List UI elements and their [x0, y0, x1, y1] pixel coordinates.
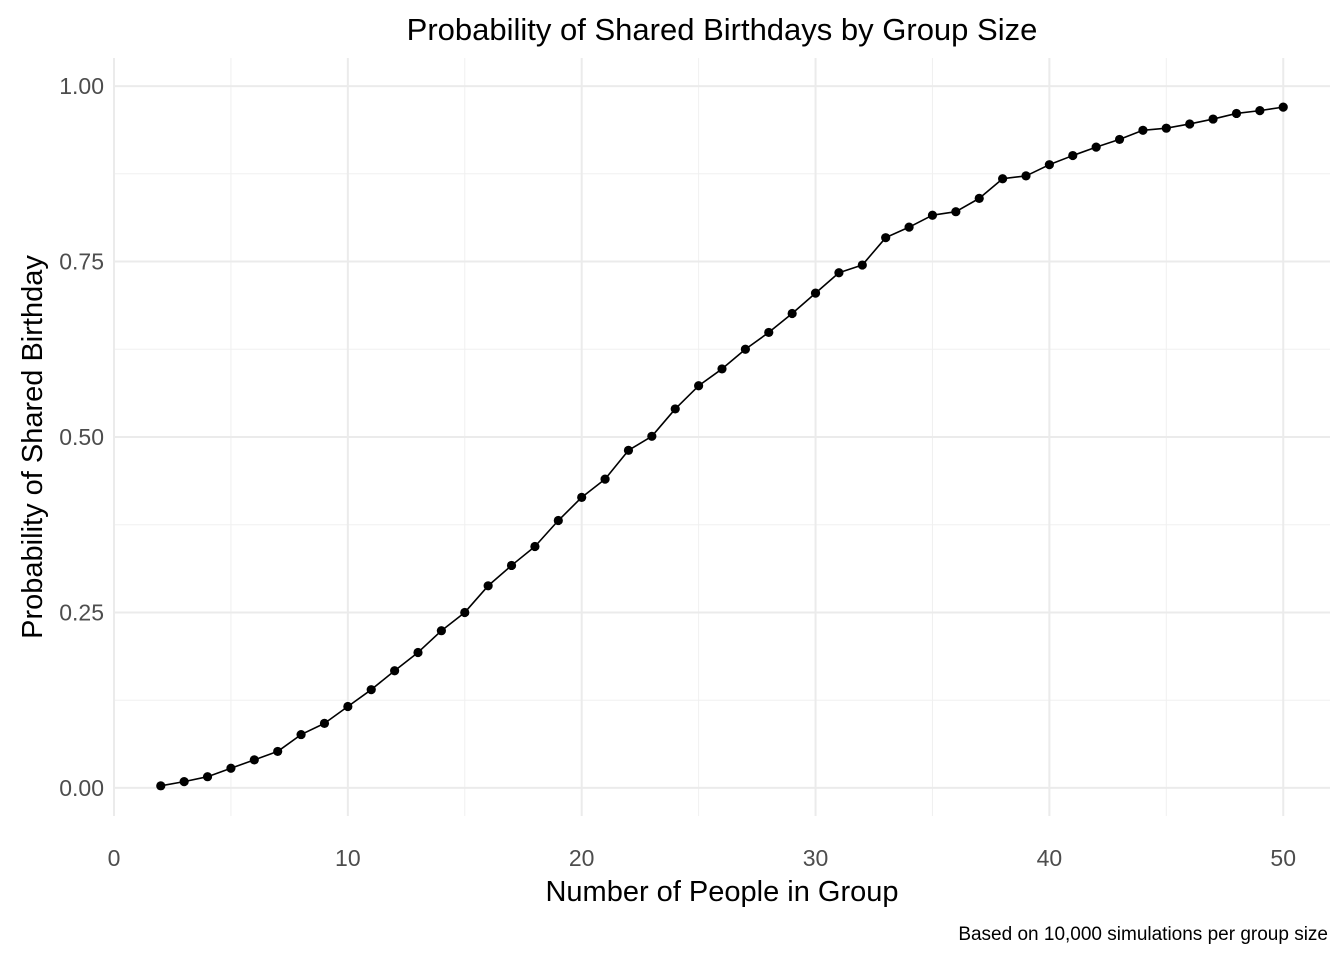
y-tick-label: 1.00: [59, 73, 104, 99]
data-point: [1255, 106, 1265, 116]
data-point: [1021, 171, 1031, 181]
data-point: [436, 626, 446, 636]
data-point: [717, 364, 727, 374]
data-point: [647, 431, 657, 441]
data-point: [1185, 119, 1195, 129]
data-point: [506, 560, 517, 571]
data-point: [927, 210, 938, 220]
chart-title: Probability of Shared Birthdays by Group…: [407, 12, 1038, 47]
data-point: [343, 701, 353, 712]
x-tick-label: 0: [108, 845, 121, 871]
data-point: [202, 772, 213, 782]
data-point: [1278, 102, 1288, 112]
data-point: [1138, 125, 1148, 135]
data-series: [156, 102, 1288, 791]
data-point: [951, 207, 961, 217]
x-axis-label: Number of People in Group: [545, 876, 898, 908]
data-point: [740, 344, 750, 354]
data-point: [483, 581, 493, 591]
data-point: [1044, 160, 1054, 170]
data-point: [857, 260, 867, 270]
data-point: [1068, 150, 1078, 161]
data-point: [390, 666, 400, 676]
data-point: [366, 685, 376, 695]
y-axis-label: Probability of Shared Birthday: [17, 255, 49, 639]
data-point: [460, 607, 470, 618]
x-tick-label: 30: [803, 845, 829, 871]
data-point: [226, 763, 236, 773]
data-point: [577, 492, 587, 502]
axis-ticks: 0 10 20 30 40 50 0.00 0.25 0.50 0.75 1.00: [59, 73, 1296, 871]
x-tick-label: 10: [335, 845, 361, 871]
data-point: [904, 222, 914, 232]
data-point: [296, 729, 306, 740]
data-point: [787, 308, 797, 319]
data-point: [623, 445, 634, 455]
data-point: [1091, 142, 1101, 152]
chart-caption: Based on 10,000 simulations per group si…: [958, 924, 1328, 945]
data-point: [764, 327, 774, 338]
data-point: [810, 288, 821, 298]
y-tick-label: 0.75: [59, 249, 104, 275]
data-point: [413, 647, 423, 658]
y-tick-label: 0.25: [59, 599, 104, 625]
data-point: [179, 777, 189, 787]
x-tick-label: 50: [1270, 845, 1296, 871]
y-tick-label: 0.00: [59, 775, 104, 801]
data-point: [694, 381, 704, 391]
data-point: [1114, 134, 1125, 145]
y-tick-label: 0.50: [59, 424, 104, 450]
grid-lines: [113, 58, 1330, 816]
data-point: [600, 474, 610, 484]
data-point: [834, 268, 844, 278]
data-point: [881, 233, 891, 243]
data-point: [319, 718, 330, 728]
data-point: [249, 755, 259, 765]
data-point: [1208, 114, 1218, 124]
x-tick-label: 40: [1037, 845, 1063, 871]
data-point: [998, 174, 1008, 184]
data-point: [156, 781, 166, 791]
data-point: [553, 515, 563, 526]
data-point: [1161, 123, 1171, 133]
data-point: [974, 193, 984, 203]
data-point: [1231, 108, 1242, 119]
data-point: [273, 746, 283, 757]
x-tick-label: 20: [569, 845, 595, 871]
data-point: [530, 541, 540, 552]
data-point: [670, 404, 680, 414]
